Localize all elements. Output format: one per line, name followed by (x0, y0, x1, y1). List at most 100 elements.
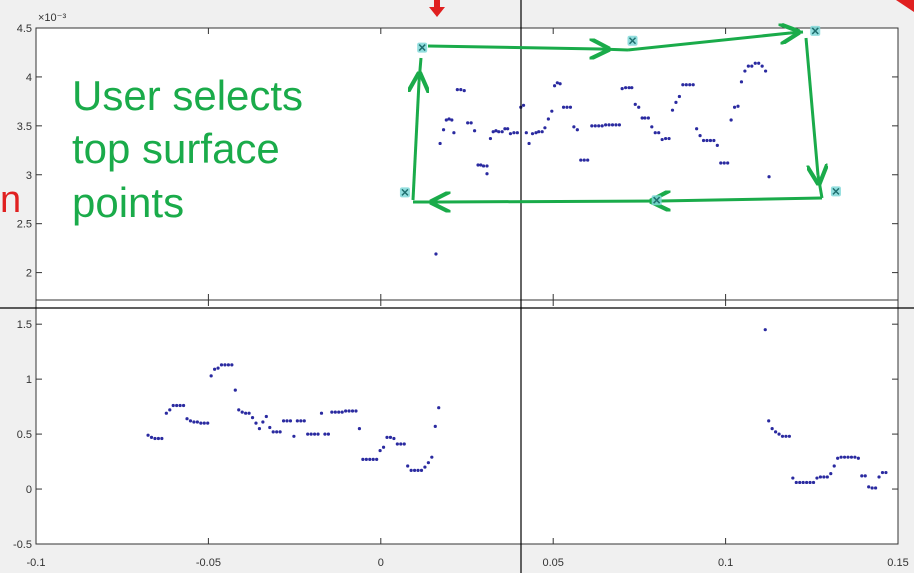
data-point (729, 118, 733, 122)
data-point (213, 367, 217, 371)
data-point (681, 83, 685, 87)
selected-point-marker[interactable] (651, 195, 662, 206)
y-tick-label: 4 (26, 72, 32, 84)
data-point (164, 411, 168, 415)
data-point (271, 430, 275, 434)
data-point (175, 403, 179, 408)
data-point (319, 411, 324, 415)
data-point (763, 328, 767, 332)
data-point (646, 116, 650, 120)
data-point (409, 468, 413, 472)
y-tick-label: 3 (26, 170, 32, 182)
data-point (791, 476, 795, 480)
data-point (524, 131, 528, 135)
data-point (316, 432, 320, 436)
data-point (853, 455, 857, 459)
data-point (497, 130, 501, 134)
data-point (185, 417, 189, 421)
x-tick-label: 0.1 (718, 557, 733, 569)
data-point (388, 435, 393, 439)
data-point (701, 138, 706, 143)
data-point (657, 131, 661, 135)
data-point (863, 474, 867, 478)
data-point (617, 123, 622, 127)
selected-point-marker[interactable] (810, 25, 821, 36)
data-point (597, 124, 601, 128)
data-point (555, 81, 559, 85)
data-point (347, 409, 351, 413)
data-point (670, 108, 675, 112)
data-point (873, 486, 878, 490)
data-point (811, 480, 816, 485)
y-exponent-label: ×10⁻³ (38, 12, 66, 24)
data-point (640, 116, 644, 120)
data-point (452, 131, 456, 135)
data-point (292, 434, 296, 438)
data-point (822, 475, 826, 479)
data-point (860, 474, 864, 478)
data-point (506, 127, 510, 131)
data-point (552, 84, 557, 88)
y-tick-label: 3.5 (17, 121, 32, 133)
data-point (302, 419, 306, 423)
data-point (614, 123, 618, 127)
data-point (787, 434, 791, 438)
data-point (469, 121, 473, 125)
data-point (674, 100, 678, 104)
y-tick-label: -0.5 (13, 539, 32, 551)
data-point (503, 127, 507, 131)
data-point (430, 455, 434, 459)
data-point (491, 130, 495, 134)
data-point (337, 410, 341, 414)
data-point (312, 432, 317, 436)
data-point (867, 485, 871, 489)
data-point (534, 131, 538, 135)
data-point (288, 419, 293, 423)
selection-arrow-topright (627, 33, 790, 52)
selected-point-marker[interactable] (399, 187, 410, 198)
data-point (160, 436, 164, 441)
annotation-fragment: n (0, 179, 21, 221)
data-point (444, 118, 448, 122)
data-point (739, 80, 744, 84)
data-point (586, 158, 590, 162)
data-point (416, 468, 420, 472)
data-point (537, 130, 541, 134)
y-tick-label: 0 (26, 484, 32, 496)
y-tick-label: 1 (26, 374, 32, 386)
data-point (856, 456, 860, 460)
data-point (767, 419, 771, 423)
data-point (825, 475, 829, 479)
data-point (257, 426, 262, 431)
data-point (610, 123, 615, 127)
data-point (643, 116, 647, 120)
data-point (582, 158, 586, 162)
selection-arrow-down (804, 37, 818, 175)
data-point (195, 420, 199, 424)
data-point (485, 172, 489, 176)
data-point (472, 129, 477, 133)
selected-point-marker[interactable] (417, 42, 428, 53)
data-point (784, 434, 788, 438)
x-tick-label: 0.05 (542, 557, 563, 569)
data-point (168, 408, 172, 412)
data-point (219, 363, 224, 367)
data-point (433, 424, 437, 428)
data-point (753, 61, 757, 65)
bottom-plot-layer: -0.5 0 0.5 1 1.5 -0.1 -0.05 0 0.05 0.1 0.15 (13, 300, 909, 569)
selected-point-marker[interactable] (627, 35, 638, 46)
data-point (521, 103, 526, 107)
data-point (650, 125, 654, 129)
bottom-axes (35, 299, 899, 545)
selected-point-marker[interactable] (830, 186, 841, 197)
selection-arrow-left (660, 198, 823, 201)
selection-arrow-left-2 (440, 201, 661, 202)
data-point (832, 464, 836, 468)
data-point (402, 442, 406, 446)
data-point (153, 436, 157, 441)
data-point (447, 117, 451, 121)
data-point (590, 124, 594, 128)
data-point (743, 69, 747, 73)
data-point (326, 432, 330, 436)
